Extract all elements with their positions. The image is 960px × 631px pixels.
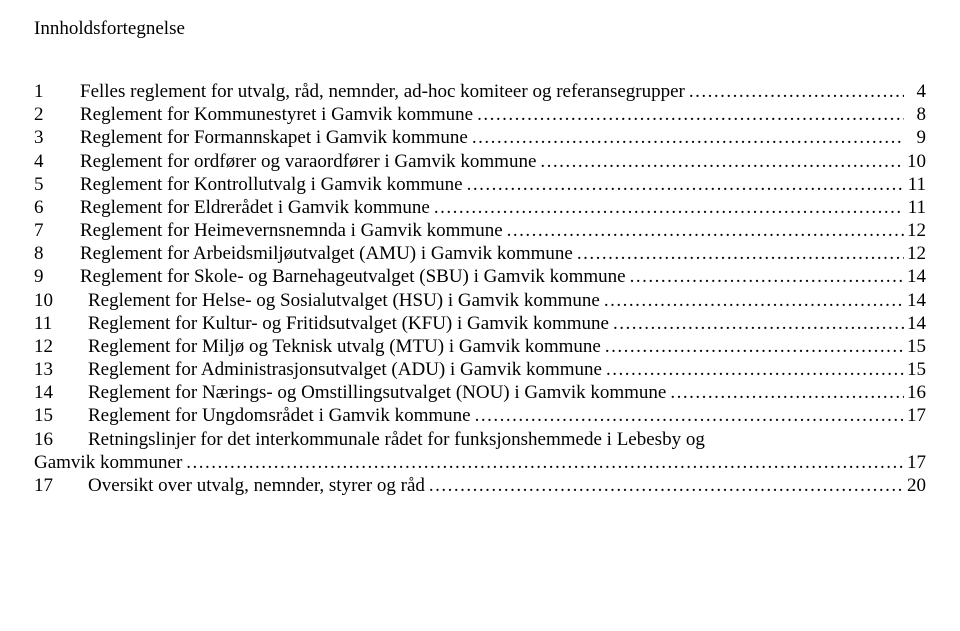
toc-page: 12 [904,242,926,265]
toc-title: Reglement for Skole- og Barnehageutvalge… [80,265,626,288]
toc-entry: 3 Reglement for Formannskapet i Gamvik k… [34,126,926,149]
toc-leader [468,126,904,149]
toc-leader [503,219,904,242]
toc-number: 6 [34,196,80,219]
toc-number: 16 [34,428,88,451]
toc-page: 16 [904,381,926,404]
toc-page: 14 [904,312,926,335]
toc-title: Reglement for Kommunestyret i Gamvik kom… [80,103,473,126]
toc-page: 10 [904,150,926,173]
toc-number: 2 [34,103,80,126]
toc-number: 15 [34,404,88,427]
toc-leader [601,335,904,358]
toc-number: 4 [34,150,80,173]
toc-number: 7 [34,219,80,242]
toc-number: 12 [34,335,88,358]
toc-leader [666,381,904,404]
toc-leader [430,196,904,219]
toc-page: 14 [904,289,926,312]
toc-entry: 12 Reglement for Miljø og Teknisk utvalg… [34,335,926,358]
toc-entry: 7 Reglement for Heimevernsnemnda i Gamvi… [34,219,926,242]
toc-entry: 17 Oversikt over utvalg, nemnder, styrer… [34,474,926,497]
toc-title: Reglement for Nærings- og Omstillingsutv… [88,381,666,404]
toc-leader [182,451,904,474]
toc-number: 17 [34,474,88,497]
toc-title: Reglement for Ungdomsrådet i Gamvik komm… [88,404,471,427]
toc-title: Reglement for Helse- og Sosialutvalget (… [88,289,600,312]
toc-page: 15 [904,335,926,358]
toc-page: 17 [904,404,926,427]
toc-number: 8 [34,242,80,265]
toc-heading: Innholdsfortegnelse [34,18,926,40]
toc-page: 4 [904,80,926,103]
toc-number: 1 [34,80,80,103]
toc-leader [602,358,904,381]
toc-number: 9 [34,265,80,288]
toc-leader [471,404,904,427]
toc-title: Reglement for Kontrollutvalg i Gamvik ko… [80,173,463,196]
toc-page: 20 [904,474,926,497]
toc-entry-continuation: Gamvik kommuner 17 [34,451,926,474]
toc-number: 11 [34,312,88,335]
toc-number: 14 [34,381,88,404]
toc-title: Gamvik kommuner [34,451,182,474]
toc-leader [685,80,904,103]
toc-entry: 16 Retningslinjer for det interkommunale… [34,428,926,451]
toc-entry: 1 Felles reglement for utvalg, råd, nemn… [34,80,926,103]
toc-leader [473,103,904,126]
toc-leader [626,265,904,288]
toc-title: Reglement for Miljø og Teknisk utvalg (M… [88,335,601,358]
toc-number: 3 [34,126,80,149]
toc-entry: 8 Reglement for Arbeidsmiljøutvalget (AM… [34,242,926,265]
toc-title: Felles reglement for utvalg, råd, nemnde… [80,80,685,103]
toc-leader [600,289,904,312]
toc-page: 9 [904,126,926,149]
toc-page: 12 [904,219,926,242]
toc-leader [425,474,904,497]
toc-number: 13 [34,358,88,381]
toc-title: Reglement for Arbeidsmiljøutvalget (AMU)… [80,242,573,265]
toc-page: 11 [904,173,926,196]
toc-title: Reglement for ordfører og varaordfører i… [80,150,536,173]
toc-leader [609,312,904,335]
toc-page: 15 [904,358,926,381]
toc-title: Reglement for Eldrerådet i Gamvik kommun… [80,196,430,219]
toc-title: Reglement for Kultur- og Fritidsutvalget… [88,312,609,335]
toc-entry: 2 Reglement for Kommunestyret i Gamvik k… [34,103,926,126]
toc-page: 14 [904,265,926,288]
toc-entry: 15 Reglement for Ungdomsrådet i Gamvik k… [34,404,926,427]
table-of-contents: 1 Felles reglement for utvalg, råd, nemn… [34,80,926,497]
toc-leader [573,242,904,265]
toc-entry: 10 Reglement for Helse- og Sosialutvalge… [34,289,926,312]
toc-title: Reglement for Heimevernsnemnda i Gamvik … [80,219,503,242]
toc-entry: 14 Reglement for Nærings- og Omstillings… [34,381,926,404]
toc-title: Reglement for Administrasjonsutvalget (A… [88,358,602,381]
toc-page: 17 [904,451,926,474]
toc-number: 5 [34,173,80,196]
toc-page: 8 [904,103,926,126]
document-page: Innholdsfortegnelse 1 Felles reglement f… [0,0,960,497]
toc-entry: 6 Reglement for Eldrerådet i Gamvik komm… [34,196,926,219]
toc-entry: 13 Reglement for Administrasjonsutvalget… [34,358,926,381]
toc-entry: 4 Reglement for ordfører og varaordfører… [34,150,926,173]
toc-title: Retningslinjer for det interkommunale rå… [88,428,705,451]
toc-entry: 9 Reglement for Skole- og Barnehageutval… [34,265,926,288]
toc-leader [463,173,904,196]
toc-entry: 11 Reglement for Kultur- og Fritidsutval… [34,312,926,335]
toc-number: 10 [34,289,88,312]
toc-title: Oversikt over utvalg, nemnder, styrer og… [88,474,425,497]
toc-entry: 5 Reglement for Kontrollutvalg i Gamvik … [34,173,926,196]
toc-title: Reglement for Formannskapet i Gamvik kom… [80,126,468,149]
toc-page: 11 [904,196,926,219]
toc-leader [536,150,904,173]
